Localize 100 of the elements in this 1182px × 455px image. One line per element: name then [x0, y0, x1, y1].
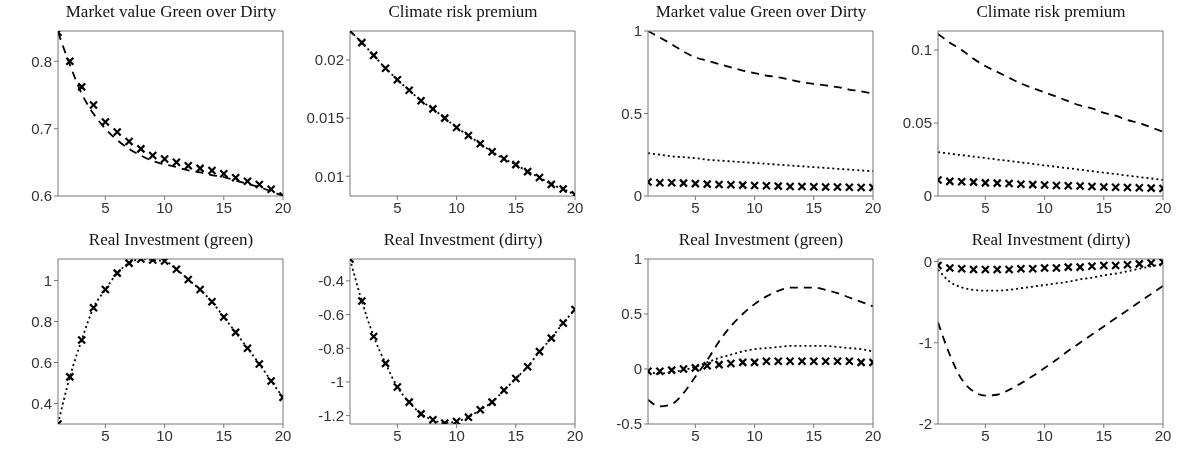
- y-tick-label: 0: [633, 360, 642, 378]
- chart-title: Real Investment (green): [677, 230, 845, 250]
- line-series: [938, 284, 1163, 397]
- point: [655, 366, 665, 376]
- x-tick-label: 15: [507, 198, 525, 216]
- line-series: [648, 286, 873, 408]
- x-tick-label: 20: [1154, 198, 1172, 216]
- x-tick-label: 15: [215, 198, 233, 216]
- line-series: [938, 151, 1163, 181]
- point: [416, 409, 426, 419]
- point: [945, 176, 955, 186]
- y-tick-label: 0.8: [31, 312, 52, 330]
- point: [1087, 181, 1097, 192]
- x-tick-label: 5: [101, 426, 110, 444]
- y-tick-label: -1: [918, 334, 932, 352]
- x-tick-label: 5: [393, 426, 402, 444]
- chart-title: Climate risk premium: [387, 2, 539, 22]
- point: [183, 274, 193, 285]
- point: [534, 172, 545, 183]
- point: [523, 167, 533, 177]
- point: [148, 150, 158, 161]
- chart-title: Climate risk premium: [975, 2, 1127, 22]
- point: [1134, 183, 1144, 193]
- x-tick-label: 10: [448, 198, 465, 216]
- x-tick-label: 15: [1095, 198, 1113, 216]
- x-tick-label: 10: [1036, 426, 1053, 444]
- y-tick-label: 0.02: [314, 51, 344, 69]
- point: [1028, 180, 1038, 190]
- y-tick-label: 0.5: [621, 104, 642, 122]
- point: [1004, 178, 1014, 189]
- point: [1063, 181, 1073, 191]
- chart-title: Real Investment (dirty): [382, 230, 544, 250]
- point: [558, 318, 568, 328]
- point: [968, 177, 979, 187]
- y-tick-label: 0.6: [31, 353, 52, 371]
- point: [231, 327, 241, 337]
- point: [957, 177, 967, 187]
- x-tick-label: 10: [448, 426, 465, 444]
- point: [195, 284, 205, 295]
- x-tick-label: 15: [507, 426, 525, 444]
- x-tick-label: 20: [274, 426, 292, 444]
- point: [1122, 182, 1133, 193]
- x-tick-label: 10: [746, 198, 763, 216]
- y-tick-label: 0.8: [31, 52, 52, 70]
- point: [404, 397, 414, 407]
- point: [392, 382, 402, 392]
- point: [821, 356, 831, 366]
- x-tick-label: 5: [691, 198, 700, 216]
- point: [254, 359, 264, 369]
- x-tick-label: 5: [981, 426, 990, 444]
- point: [1039, 180, 1050, 190]
- point: [499, 154, 509, 164]
- x-tick-label: 5: [101, 198, 110, 216]
- y-tick-label: 0.1: [911, 41, 932, 59]
- point: [428, 104, 438, 114]
- point: [124, 259, 134, 268]
- point: [534, 347, 545, 357]
- y-tick-label: -0.6: [318, 305, 344, 323]
- point: [1111, 182, 1121, 192]
- point: [88, 303, 99, 313]
- point: [523, 362, 533, 372]
- point: [266, 376, 276, 386]
- point: [487, 147, 497, 157]
- point: [463, 130, 474, 141]
- point: [65, 372, 75, 382]
- point: [380, 358, 391, 368]
- point: [77, 82, 87, 92]
- point: [254, 179, 264, 190]
- point: [773, 356, 783, 366]
- point: [738, 357, 748, 367]
- point: [785, 356, 795, 366]
- point: [428, 415, 438, 424]
- x-tick-label: 5: [691, 426, 700, 444]
- point: [702, 361, 712, 371]
- point: [475, 139, 485, 149]
- x-tick-label: 5: [981, 198, 990, 216]
- x-tick-label: 20: [1154, 426, 1172, 444]
- x-tick-label: 10: [1036, 198, 1053, 216]
- point: [992, 178, 1002, 188]
- point: [440, 113, 450, 123]
- y-tick-label: -0.4: [318, 272, 344, 290]
- point: [487, 397, 497, 407]
- point: [678, 364, 689, 374]
- point: [380, 63, 391, 73]
- point: [392, 75, 402, 85]
- point: [1075, 181, 1085, 191]
- y-tick-label: -1: [330, 373, 344, 391]
- point: [242, 343, 253, 353]
- y-tick-label: 0.015: [306, 109, 344, 127]
- x-tick-label: 20: [566, 426, 584, 444]
- point: [475, 405, 485, 415]
- point: [65, 56, 75, 66]
- y-tick-label: 0: [923, 252, 932, 270]
- point: [242, 176, 253, 186]
- point: [183, 161, 193, 171]
- point: [546, 179, 556, 189]
- point: [546, 333, 556, 343]
- point: [416, 96, 426, 106]
- point: [1146, 183, 1156, 193]
- y-tick-label: 1: [633, 250, 642, 268]
